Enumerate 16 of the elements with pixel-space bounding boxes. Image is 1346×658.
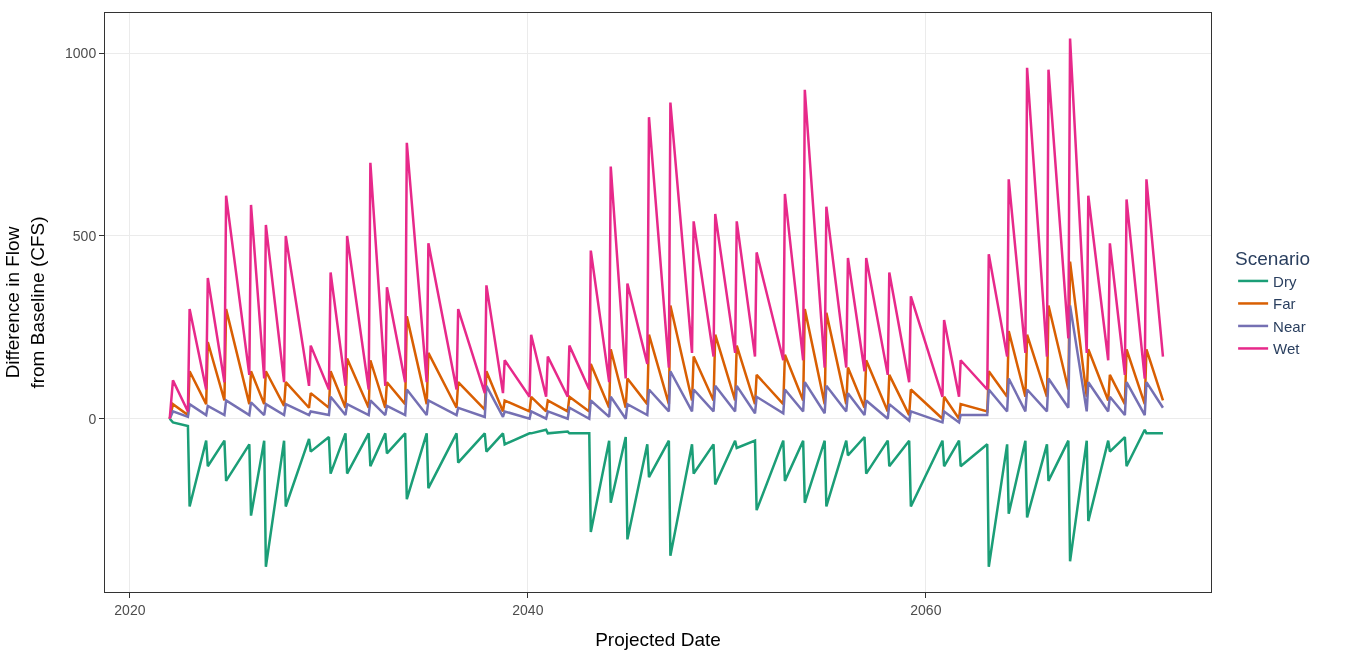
line-series [168, 37, 1165, 420]
x-tick-label: 2040 [512, 601, 544, 618]
x-tick-label: 2060 [910, 601, 942, 618]
line-series [168, 417, 1165, 569]
legend-label: Far [1273, 295, 1296, 313]
y-axis-title: Difference in Flow from Baseline (CFS) [2, 216, 48, 389]
legend-label: Dry [1273, 272, 1297, 290]
x-axis-title: Projected Date [595, 628, 721, 650]
legend-title: Scenario [1235, 247, 1311, 269]
y-tick-label: 1000 [65, 45, 97, 62]
x-tick-label: 2020 [114, 601, 146, 618]
line-series [168, 304, 1165, 424]
legend-label: Near [1273, 317, 1306, 335]
y-tick-label: 500 [72, 227, 97, 244]
legend-label: Wet [1273, 340, 1301, 358]
y-tick-label: 0 [88, 410, 97, 427]
